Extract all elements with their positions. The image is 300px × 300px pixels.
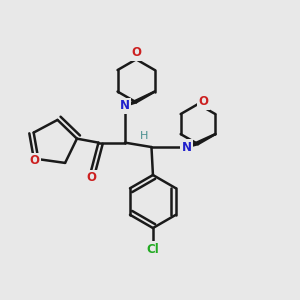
Text: Cl: Cl bbox=[147, 243, 159, 256]
Text: N: N bbox=[119, 99, 129, 112]
Text: N: N bbox=[182, 141, 192, 154]
Text: O: O bbox=[198, 95, 208, 108]
Text: H: H bbox=[140, 131, 148, 141]
Text: O: O bbox=[30, 154, 40, 167]
Text: O: O bbox=[131, 46, 141, 59]
Text: O: O bbox=[86, 172, 96, 184]
